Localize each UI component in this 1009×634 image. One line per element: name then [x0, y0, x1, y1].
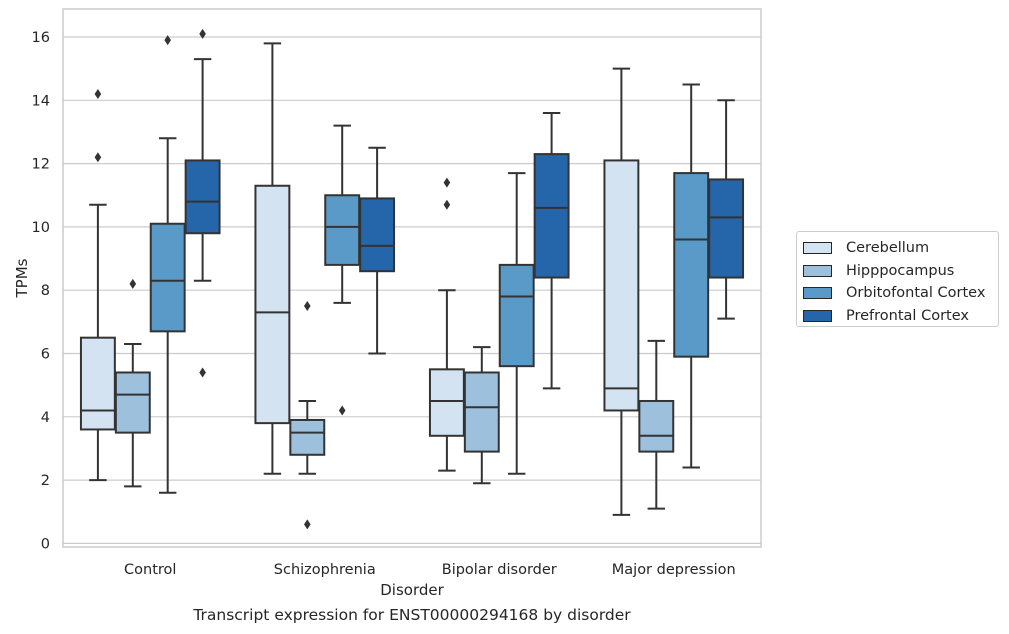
y-axis-ticks: 0 2 4 6 8 10 12 14 16: [32, 30, 50, 552]
x-axis-label: Disorder: [380, 581, 444, 599]
x-axis-ticks: Control Schizophrenia Bipolar disorder Majo…: [124, 562, 736, 578]
iqr-box: [673, 172, 710, 358]
iqr-box: [603, 159, 640, 412]
box-hipppocampus: [289, 301, 326, 530]
box-orbitofontal-cortex: [498, 172, 535, 475]
iqr-box: [254, 184, 291, 425]
outlier-point: [164, 35, 171, 46]
y-tick-label: 16: [32, 30, 50, 46]
box-prefrontal-cortex: [359, 146, 396, 355]
legend-label: Hipppocampus: [846, 262, 955, 279]
outlier-point: [94, 152, 102, 163]
legend: Cerebellum Hipppocampus Orbitofontal Corte…: [796, 231, 999, 327]
iqr-box: [289, 418, 326, 456]
outlier-point: [129, 278, 137, 289]
legend-item: Orbitofontal Cortex: [803, 282, 998, 305]
outlier-point: [199, 367, 206, 378]
box-cerebellum: [603, 67, 640, 516]
box-cerebellum: [254, 42, 291, 475]
iqr-box: [428, 368, 465, 437]
outlier-point: [304, 519, 311, 530]
outlier-point: [199, 28, 206, 39]
iqr-box: [708, 178, 745, 279]
box-orbitofontal-cortex: [673, 83, 710, 469]
box-orbitofontal-cortex: [324, 124, 361, 416]
outlier-point: [94, 88, 102, 99]
box-series: [79, 28, 745, 530]
chart-caption: Transcript expression for ENST0000029416…: [193, 606, 631, 624]
y-tick-label: 6: [41, 347, 50, 363]
y-axis-label: TPMs: [13, 258, 31, 298]
y-tick-label: 12: [32, 157, 50, 173]
iqr-box: [533, 153, 570, 279]
legend-item: Hipppocampus: [803, 260, 998, 283]
y-tick-label: 4: [41, 410, 50, 426]
y-tick-label: 14: [32, 93, 50, 109]
iqr-box: [498, 263, 535, 368]
y-tick-label: 2: [41, 473, 50, 489]
box-prefrontal-cortex: [708, 99, 745, 320]
box-orbitofontal-cortex: [149, 35, 186, 494]
x-tick-label: Schizophrenia: [274, 562, 376, 578]
iqr-box: [79, 336, 116, 431]
box-hipppocampus: [638, 339, 675, 510]
y-tick-label: 10: [32, 220, 50, 236]
legend-item: Cerebellum: [803, 237, 998, 260]
box-prefrontal-cortex: [184, 28, 221, 378]
iqr-box: [184, 159, 221, 235]
outlier-point: [338, 405, 346, 416]
outlier-point: [304, 301, 311, 312]
iqr-box: [638, 399, 675, 453]
iqr-box: [359, 197, 396, 273]
legend-item: Prefrontal Cortex: [803, 305, 998, 328]
iqr-box: [324, 194, 361, 266]
box-cerebellum: [428, 177, 465, 472]
legend-label: Cerebellum: [846, 240, 930, 257]
legend-swatch: [803, 309, 832, 322]
legend-swatch: [803, 264, 832, 277]
x-tick-label: Major depression: [612, 562, 736, 578]
legend-swatch: [803, 242, 832, 255]
x-tick-label: Bipolar disorder: [442, 562, 557, 578]
box-hipppocampus: [463, 346, 500, 485]
box-hipppocampus: [114, 278, 151, 488]
y-tick-label: 0: [41, 536, 50, 552]
legend-swatch: [803, 287, 832, 300]
x-tick-label: Control: [124, 562, 176, 578]
iqr-box: [463, 371, 500, 453]
iqr-box: [114, 371, 151, 434]
box-prefrontal-cortex: [533, 111, 570, 390]
legend-label: Orbitofontal Cortex: [846, 285, 986, 302]
plot-frame: [62, 8, 762, 548]
outlier-point: [443, 177, 451, 188]
iqr-box: [149, 222, 186, 333]
legend-label: Prefrontal Cortex: [846, 307, 969, 324]
box-cerebellum: [79, 88, 116, 482]
outlier-point: [443, 199, 451, 210]
y-tick-label: 8: [41, 283, 50, 299]
